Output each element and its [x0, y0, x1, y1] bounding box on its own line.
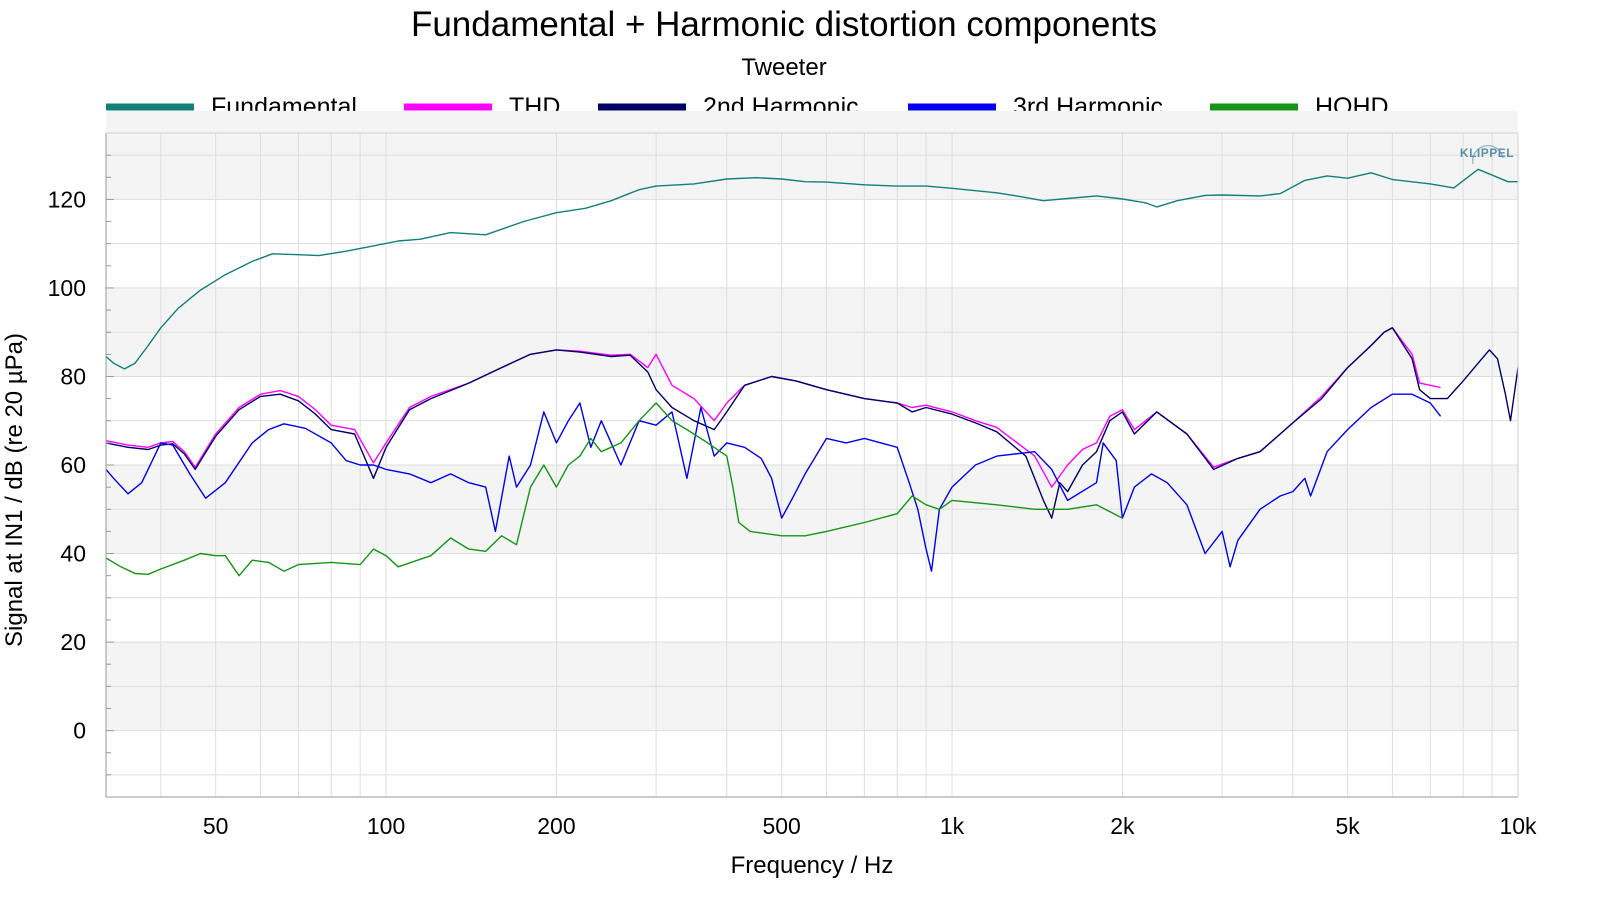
grid — [106, 133, 1519, 797]
chart-title: Fundamental + Harmonic distortion compon… — [411, 5, 1157, 44]
y-axis-ticks: 0 20 40 60 80 100 120 — [48, 154, 114, 776]
y-tick-label: 80 — [60, 363, 86, 389]
y-tick-label: 120 — [48, 186, 86, 212]
series-lines — [105, 168, 1519, 577]
y-tick-label: 60 — [60, 452, 86, 478]
chart-subtitle: Tweeter — [741, 54, 826, 81]
x-tick-label: 500 — [762, 813, 800, 839]
x-axis-ticks: 50 100 200 500 1k 2k 5k 10k — [203, 813, 1537, 839]
series-line-fundamental — [105, 168, 1518, 370]
plot-band — [106, 133, 1518, 200]
klippel-logo-text: KLIPPEL — [1460, 146, 1514, 160]
x-axis-label: Frequency / Hz — [731, 852, 894, 879]
y-axis-label: Signal at IN1 / dB (re 20 µPa) — [1, 333, 28, 647]
axes — [105, 132, 1519, 798]
x-tick-label: 100 — [367, 813, 405, 839]
x-tick-label: 5k — [1335, 813, 1360, 839]
series-line-3rd-harmonic — [105, 393, 1442, 572]
y-tick-label: 20 — [60, 629, 86, 655]
x-tick-label: 200 — [537, 813, 575, 839]
x-tick-label: 2k — [1110, 813, 1135, 839]
series-line-2nd-harmonic — [105, 327, 1519, 519]
y-tick-label: 100 — [48, 275, 86, 301]
klippel-logo: KLIPPEL — [1460, 145, 1514, 165]
x-tick-label: 10k — [1499, 813, 1537, 839]
x-tick-label: 1k — [940, 813, 965, 839]
y-tick-label: 0 — [73, 718, 86, 744]
y-tick-label: 40 — [60, 541, 86, 567]
x-tick-label: 50 — [203, 813, 229, 839]
series-line-hohd — [105, 402, 1123, 577]
plot-area — [106, 110, 1518, 797]
